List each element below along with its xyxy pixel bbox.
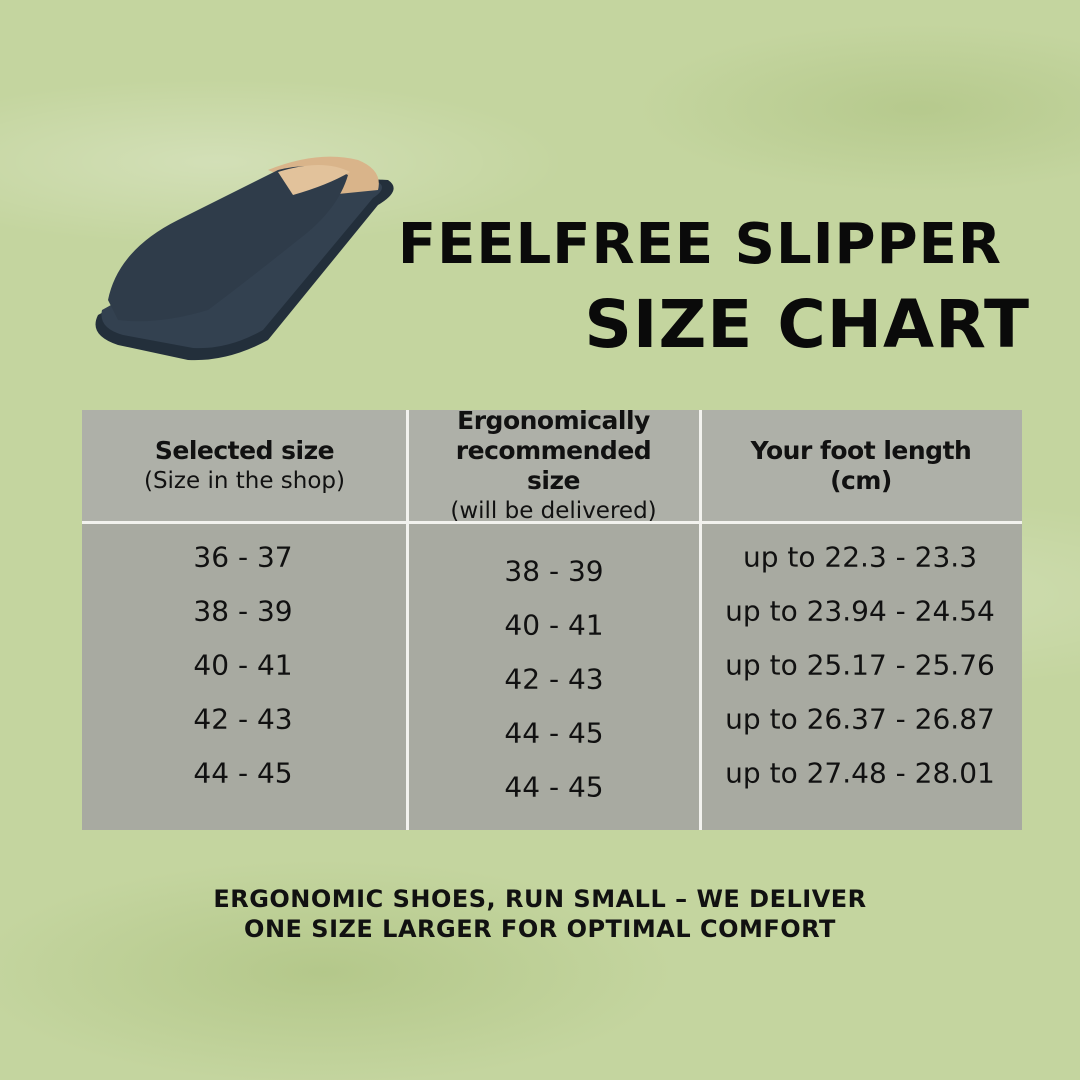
title-line-1: FEELFREE SLIPPER [397,212,1002,277]
cell-foot-length: up to 25.17 - 25.76 [725,648,995,682]
column-divider [699,410,702,830]
header-sublabel: (will be delivered) [450,497,657,524]
slipper-image [95,156,394,361]
note-line-2: ONE SIZE LARGER FOR OPTIMAL COMFORT [244,915,836,943]
header-label: Selected size [154,435,335,465]
cell-recommended: 44 - 45 [504,716,604,750]
cell-recommended: 42 - 43 [504,662,604,696]
header-foot-length: Your foot length (cm) [700,410,1022,521]
cell-recommended: 44 - 45 [504,770,604,804]
header-divider [82,521,1022,524]
cell-selected: 38 - 39 [193,594,293,628]
header-label: Your foot length (cm) [750,435,972,495]
header-selected-size: Selected size (Size in the shop) [82,410,407,521]
cell-selected: 40 - 41 [193,648,293,682]
title-line-2: SIZE CHART [584,286,1030,363]
cell-recommended: 38 - 39 [504,554,604,588]
cell-selected: 42 - 43 [193,702,293,736]
sizing-note: ERGONOMIC SHOES, RUN SMALL – WE DELIVER … [0,884,1080,944]
cell-selected: 44 - 45 [193,756,293,790]
cell-foot-length: up to 27.48 - 28.01 [725,756,995,790]
header-label: Ergonomically recommended size [455,405,652,495]
cell-recommended: 40 - 41 [504,608,604,642]
cell-selected: 36 - 37 [193,540,293,574]
column-divider [406,410,409,830]
header-recommended-size: Ergonomically recommended size (will be … [407,406,700,524]
cell-foot-length: up to 26.37 - 26.87 [725,702,995,736]
cell-foot-length: up to 23.94 - 24.54 [725,594,995,628]
note-line-1: ERGONOMIC SHOES, RUN SMALL – WE DELIVER [213,885,867,913]
size-chart-table: Selected size (Size in the shop) Ergonom… [82,406,1022,830]
table-header [82,410,1022,521]
header-sublabel: (Size in the shop) [143,467,346,494]
cell-foot-length: up to 22.3 - 23.3 [742,540,978,574]
